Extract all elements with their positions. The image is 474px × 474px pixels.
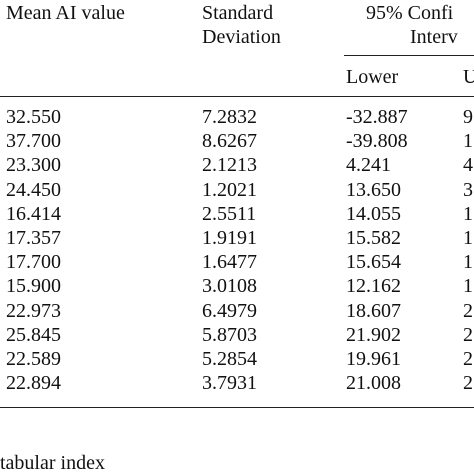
cell-sd: 2.5511	[202, 202, 257, 225]
cell-upper-fragment: 2	[463, 348, 473, 370]
cell-sd: 1.6477	[202, 251, 257, 274]
cell-upper-fragment: 2	[463, 299, 473, 322]
cell-upper-fragment: 3	[463, 178, 473, 201]
cell-lower: 15.582	[346, 227, 401, 249]
cell-upper-fragment: 9	[463, 106, 473, 128]
cell-sd: 3.7931	[202, 372, 257, 395]
cell-mean: 25.845	[6, 323, 61, 346]
cell-lower: -32.887	[346, 106, 408, 128]
cell-sd: 7.2832	[202, 106, 257, 128]
cell-upper-fragment: 1	[463, 275, 473, 298]
cell-sd: 8.6267	[202, 130, 257, 153]
cell-mean: 23.300	[6, 154, 61, 177]
ci-subheader-rule	[344, 55, 474, 56]
header-confidence-interval-line2: Interv	[410, 26, 458, 48]
cell-sd: 6.4979	[202, 299, 257, 322]
cell-sd: 1.9191	[202, 227, 257, 249]
table-row: 22.973 6.4979 18.607 2	[0, 300, 474, 324]
cell-lower: 21.902	[346, 323, 401, 346]
table-bottom-rule	[0, 407, 474, 408]
cell-upper-fragment: 4	[463, 154, 473, 177]
cell-mean: 17.357	[6, 227, 61, 249]
cell-lower: -39.808	[346, 130, 408, 153]
cell-mean: 22.589	[6, 348, 61, 370]
header-upper-fragment: U	[463, 66, 474, 88]
cell-lower: 4.241	[346, 154, 391, 177]
table-row: 22.589 5.2854 19.961 2	[0, 348, 474, 372]
cell-upper-fragment: 2	[463, 372, 473, 395]
cell-lower: 14.055	[346, 202, 401, 225]
cell-lower: 21.008	[346, 372, 401, 395]
cell-mean: 32.550	[6, 106, 61, 128]
cell-lower: 15.654	[346, 251, 401, 274]
table-row: 15.900 3.0108 12.162 1	[0, 275, 474, 299]
header-standard: Standard	[202, 2, 274, 24]
cell-sd: 1.2021	[202, 178, 257, 201]
table-row: 32.550 7.2832 -32.887 9	[0, 106, 474, 130]
cell-mean: 24.450	[6, 178, 61, 201]
cell-mean: 15.900	[6, 275, 61, 298]
cell-lower: 19.961	[346, 348, 401, 370]
cell-mean: 22.894	[6, 372, 61, 395]
cell-mean: 17.700	[6, 251, 61, 274]
cell-upper-fragment: 2	[463, 323, 473, 346]
table-row: 17.700 1.6477 15.654 1	[0, 251, 474, 275]
cell-upper-fragment: 1	[463, 130, 473, 153]
cell-upper-fragment: 1	[463, 251, 473, 274]
cell-lower: 12.162	[346, 275, 401, 298]
header-bottom-rule	[0, 96, 474, 97]
cell-upper-fragment: 1	[463, 202, 473, 225]
header-deviation: Deviation	[202, 26, 281, 48]
cell-lower: 18.607	[346, 299, 401, 322]
cell-mean: 37.700	[6, 130, 61, 153]
table-row: 37.700 8.6267 -39.808 1	[0, 130, 474, 154]
header-confidence-interval-line1: 95% Confi	[366, 2, 454, 24]
table-row: 24.450 1.2021 13.650 3	[0, 179, 474, 203]
cell-sd: 5.8703	[202, 323, 257, 346]
table-row: 25.845 5.8703 21.902 2	[0, 324, 474, 348]
table-row: 22.894 3.7931 21.008 2	[0, 372, 474, 396]
cell-sd: 2.1213	[202, 154, 257, 177]
header-lower: Lower	[346, 66, 399, 88]
table-row: 23.300 2.1213 4.241 4	[0, 154, 474, 178]
cell-sd: 3.0108	[202, 275, 257, 298]
cell-mean: 22.973	[6, 299, 61, 322]
table-row: 17.357 1.9191 15.582 1	[0, 227, 474, 251]
cell-upper-fragment: 1	[463, 227, 473, 249]
cell-lower: 13.650	[346, 178, 401, 201]
header-mean-ai-value: Mean AI value	[6, 2, 125, 24]
cell-sd: 5.2854	[202, 348, 257, 370]
table-row: 16.414 2.5511 14.055 1	[0, 203, 474, 227]
cell-mean: 16.414	[6, 202, 61, 225]
footnote: tabular index	[0, 452, 105, 474]
